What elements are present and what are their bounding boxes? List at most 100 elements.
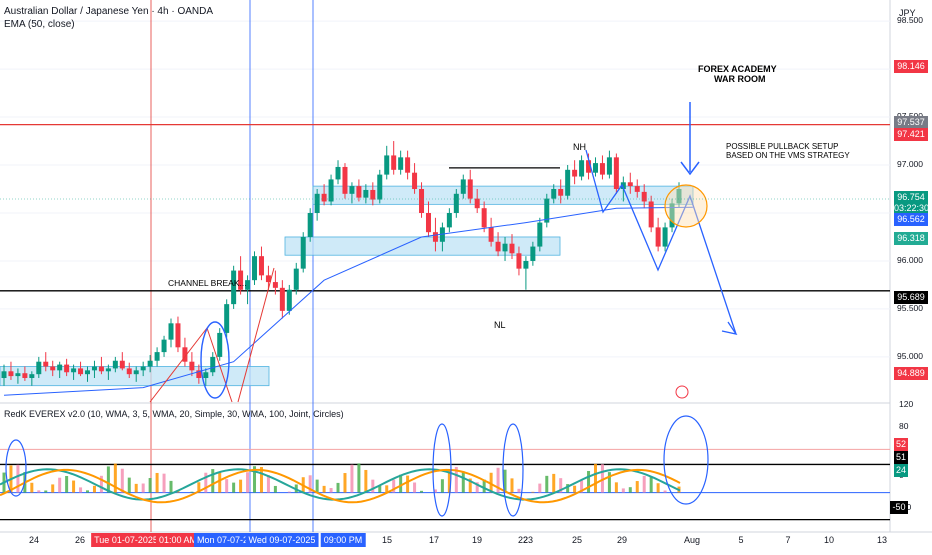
osc-bar (51, 484, 54, 492)
annotation-forex-academy: FOREX ACADEMY (698, 64, 777, 74)
annotation-pullback-1: POSSIBLE PULLBACK SETUP (726, 142, 839, 151)
osc-bar (288, 492, 291, 493)
osc-bar (135, 484, 138, 493)
osc-bar (93, 486, 96, 493)
osc-value-label: 24 (894, 464, 908, 477)
osc-bar (587, 471, 590, 493)
osc-bar (441, 479, 444, 492)
candle-body (433, 232, 438, 242)
candle-body (342, 167, 347, 194)
osc-bar (636, 481, 639, 493)
osc-bar (44, 490, 47, 492)
osc-bar (170, 481, 173, 493)
osc-bar (58, 478, 61, 493)
candle-body (593, 163, 598, 173)
osc-tick-label: 120 (899, 399, 913, 409)
candle-body (2, 371, 7, 378)
x-tick-label: 15 (382, 535, 392, 545)
candle-body (398, 157, 403, 169)
osc-bar (225, 479, 228, 492)
candle-body (280, 288, 285, 311)
osc-bar (142, 484, 145, 493)
candle-body (36, 362, 41, 374)
x-tick-label: 17 (429, 535, 439, 545)
candle-body (294, 269, 299, 290)
osc-bar (316, 480, 319, 493)
x-tick-label: 26 (75, 535, 85, 545)
osc-bar (650, 477, 653, 493)
osc-bar (232, 483, 235, 493)
x-tick-label: 10 (824, 535, 834, 545)
candle-body (447, 213, 452, 227)
ema-legend[interactable]: EMA (50, close) (4, 19, 75, 30)
x-tick-label: 19 (472, 535, 482, 545)
osc-bar (413, 483, 416, 493)
x-tick-label: 23 (523, 535, 533, 545)
candle-body (454, 194, 459, 213)
osc-highlight (664, 416, 708, 504)
candle-body (8, 371, 13, 376)
candle-body (224, 304, 229, 333)
candle-body (189, 362, 194, 371)
candle-body (628, 182, 633, 186)
osc-bar (211, 469, 214, 492)
osc-bar (330, 488, 333, 493)
oscillator-legend[interactable]: RedK EVEREX v2.0 (10, WMA, 3, 5, WMA, 20… (4, 409, 344, 419)
candle-body (210, 357, 215, 372)
y-tick-label: 95.500 (897, 303, 923, 313)
osc-bar (371, 480, 374, 493)
candle-body (217, 333, 222, 357)
price-label: 95.689 (894, 291, 928, 304)
osc-bar (420, 491, 423, 493)
osc-bar (531, 492, 534, 493)
osc-bar (323, 486, 326, 493)
osc-bar (267, 475, 270, 492)
x-tick-label: 24 (29, 535, 39, 545)
osc-bar (156, 473, 159, 493)
candle-body (468, 179, 473, 198)
candle-body (614, 157, 619, 189)
candle-body (558, 189, 563, 196)
candle-body (259, 256, 264, 275)
x-tick-label: 5 (738, 535, 743, 545)
osc-bar (664, 491, 667, 493)
candle-body (363, 190, 368, 198)
osc-bar (30, 483, 33, 493)
osc-bar (657, 483, 660, 492)
candle-body (537, 223, 542, 247)
candle-body (162, 340, 167, 352)
candle-body (349, 186, 354, 194)
candle-body (503, 244, 508, 252)
candle-body (106, 368, 111, 371)
candle-body (516, 253, 521, 268)
osc-bar (121, 469, 124, 493)
candle-body (356, 186, 361, 198)
osc-bar (357, 463, 360, 492)
candle-body (57, 365, 62, 371)
candle-body (482, 208, 487, 227)
candle-body (155, 352, 160, 361)
osc-bar (16, 465, 19, 493)
osc-bar (545, 476, 548, 493)
candle-body (120, 361, 125, 369)
price-label: 96.562 (894, 213, 928, 226)
osc-bar (65, 476, 68, 493)
candle-body (656, 227, 661, 246)
annotation-pullback-2: BASED ON THE VMS STRATEGY (726, 151, 850, 160)
osc-bar (204, 473, 207, 493)
osc-bar (343, 473, 346, 493)
osc-bar (149, 478, 152, 493)
candle-body (315, 194, 320, 213)
y-tick-label: 98.500 (897, 15, 923, 25)
price-label: 98.146 (894, 60, 928, 73)
candle-body (329, 179, 334, 201)
candle-body (523, 261, 528, 269)
osc-value-label: 51 (894, 451, 908, 464)
candle-body (336, 167, 341, 179)
price-label: 96.318 (894, 232, 928, 245)
candle-body (175, 323, 180, 347)
candle-body (287, 290, 292, 311)
candle-body (642, 192, 647, 202)
